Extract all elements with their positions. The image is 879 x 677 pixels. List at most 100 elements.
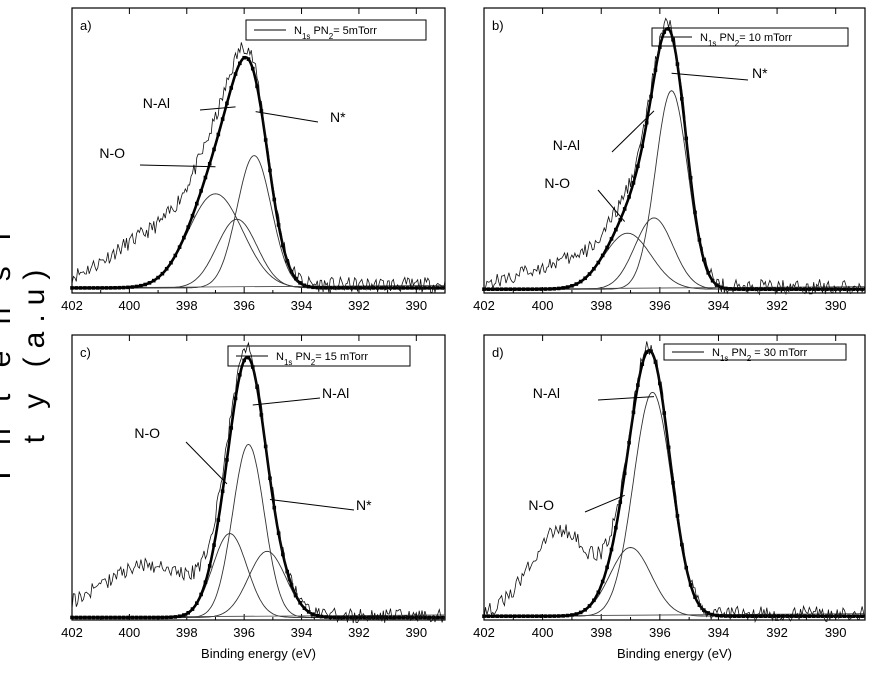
envelope-marker [561,614,565,618]
envelope-marker [436,615,440,620]
envelope-marker [495,287,499,291]
envelope-marker [358,615,363,620]
component-peak-n [72,155,445,289]
envelope-marker [600,253,605,258]
annotation-label: N-Al [322,385,349,401]
annotation-label: N-O [544,175,570,191]
envelope-marker [618,217,623,222]
envelope-marker [486,614,491,618]
envelope-marker [139,283,143,288]
x-tick-label: 398 [590,625,612,640]
envelope-marker [754,614,759,618]
envelope-marker [781,287,785,291]
envelope-marker [548,614,552,618]
envelope-marker [130,285,135,289]
envelope-marker [622,471,627,476]
envelope-marker [70,615,74,620]
envelope-marker [618,500,623,504]
envelope-marker [294,276,298,281]
envelope-marker [490,614,495,618]
envelope-marker [100,615,104,620]
envelope-marker [186,611,191,615]
envelope-marker [851,614,856,618]
envelope-marker [431,615,436,620]
envelope-marker [229,426,234,430]
annotation-arrow [671,72,749,81]
envelope-marker [263,138,268,142]
x-tick-label: 390 [405,625,427,640]
x-tick-label: 400 [532,625,554,640]
fitted-envelope [72,355,445,619]
x-tick-label: 402 [61,298,83,313]
envelope-marker [113,615,117,620]
envelope-marker [362,615,367,620]
envelope-marker [96,615,100,620]
envelope-marker [276,223,281,227]
x-tick-label: 400 [119,625,141,640]
envelope-marker [173,253,178,258]
envelope-marker [121,615,126,620]
envelope-marker [745,614,750,618]
chart-panel-a: 402 400 398 396 394 392 390 a) N1s PN2= 5mTorr N-… [61,7,446,313]
annotation-arrow [199,106,236,111]
envelope-marker [311,612,315,617]
plot-frame [483,334,866,621]
envelope-marker [384,615,388,620]
envelope-marker [578,279,583,284]
envelope-marker [332,615,337,620]
envelope-marker [242,55,246,60]
envelope-marker [855,287,860,291]
envelope-marker [328,615,333,620]
envelope-marker [855,614,860,618]
envelope-marker [578,610,583,615]
envelope-marker [83,286,87,290]
envelope-marker [521,287,526,291]
envelope-marker [605,565,609,570]
panel-label: b) [492,18,504,33]
envelope-marker [96,286,100,290]
envelope-marker [263,444,268,449]
envelope-marker [820,614,825,618]
annotation-arrow [611,110,655,153]
envelope-marker [199,189,203,193]
envelope-marker [596,590,601,595]
envelope-marker [644,350,649,354]
envelope-marker [767,614,772,618]
envelope-marker [337,286,341,290]
envelope-marker [151,615,156,620]
legend-box [663,343,847,361]
envelope-marker [169,260,173,265]
envelope-marker [816,287,820,291]
envelope-marker [825,287,829,291]
envelope-marker [838,614,842,618]
envelope-marker [345,615,350,620]
envelope-marker [337,615,341,620]
component-peak-nal [484,217,865,290]
envelope-marker [534,287,539,291]
envelope-marker [715,613,719,618]
envelope-marker [565,285,570,289]
envelope-marker [759,614,763,618]
envelope-marker [388,615,393,620]
x-tick-label: 402 [473,298,495,313]
envelope-marker [212,543,216,547]
envelope-marker [410,286,414,290]
envelope-marker [697,603,702,607]
envelope-marker [139,615,143,620]
envelope-marker [759,287,763,291]
envelope-marker [737,287,741,291]
envelope-marker [838,287,842,291]
envelope-marker [614,227,618,232]
envelope-marker [640,362,645,366]
envelope-marker [130,615,135,620]
envelope-marker [499,614,504,618]
envelope-marker [649,349,653,354]
envelope-marker [104,615,109,620]
envelope-marker [688,583,693,587]
envelope-marker [216,518,221,522]
envelope-marker [776,287,781,291]
envelope-marker [574,612,579,616]
envelope-marker [306,610,311,614]
envelope-marker [486,287,491,291]
envelope-marker [414,615,419,620]
